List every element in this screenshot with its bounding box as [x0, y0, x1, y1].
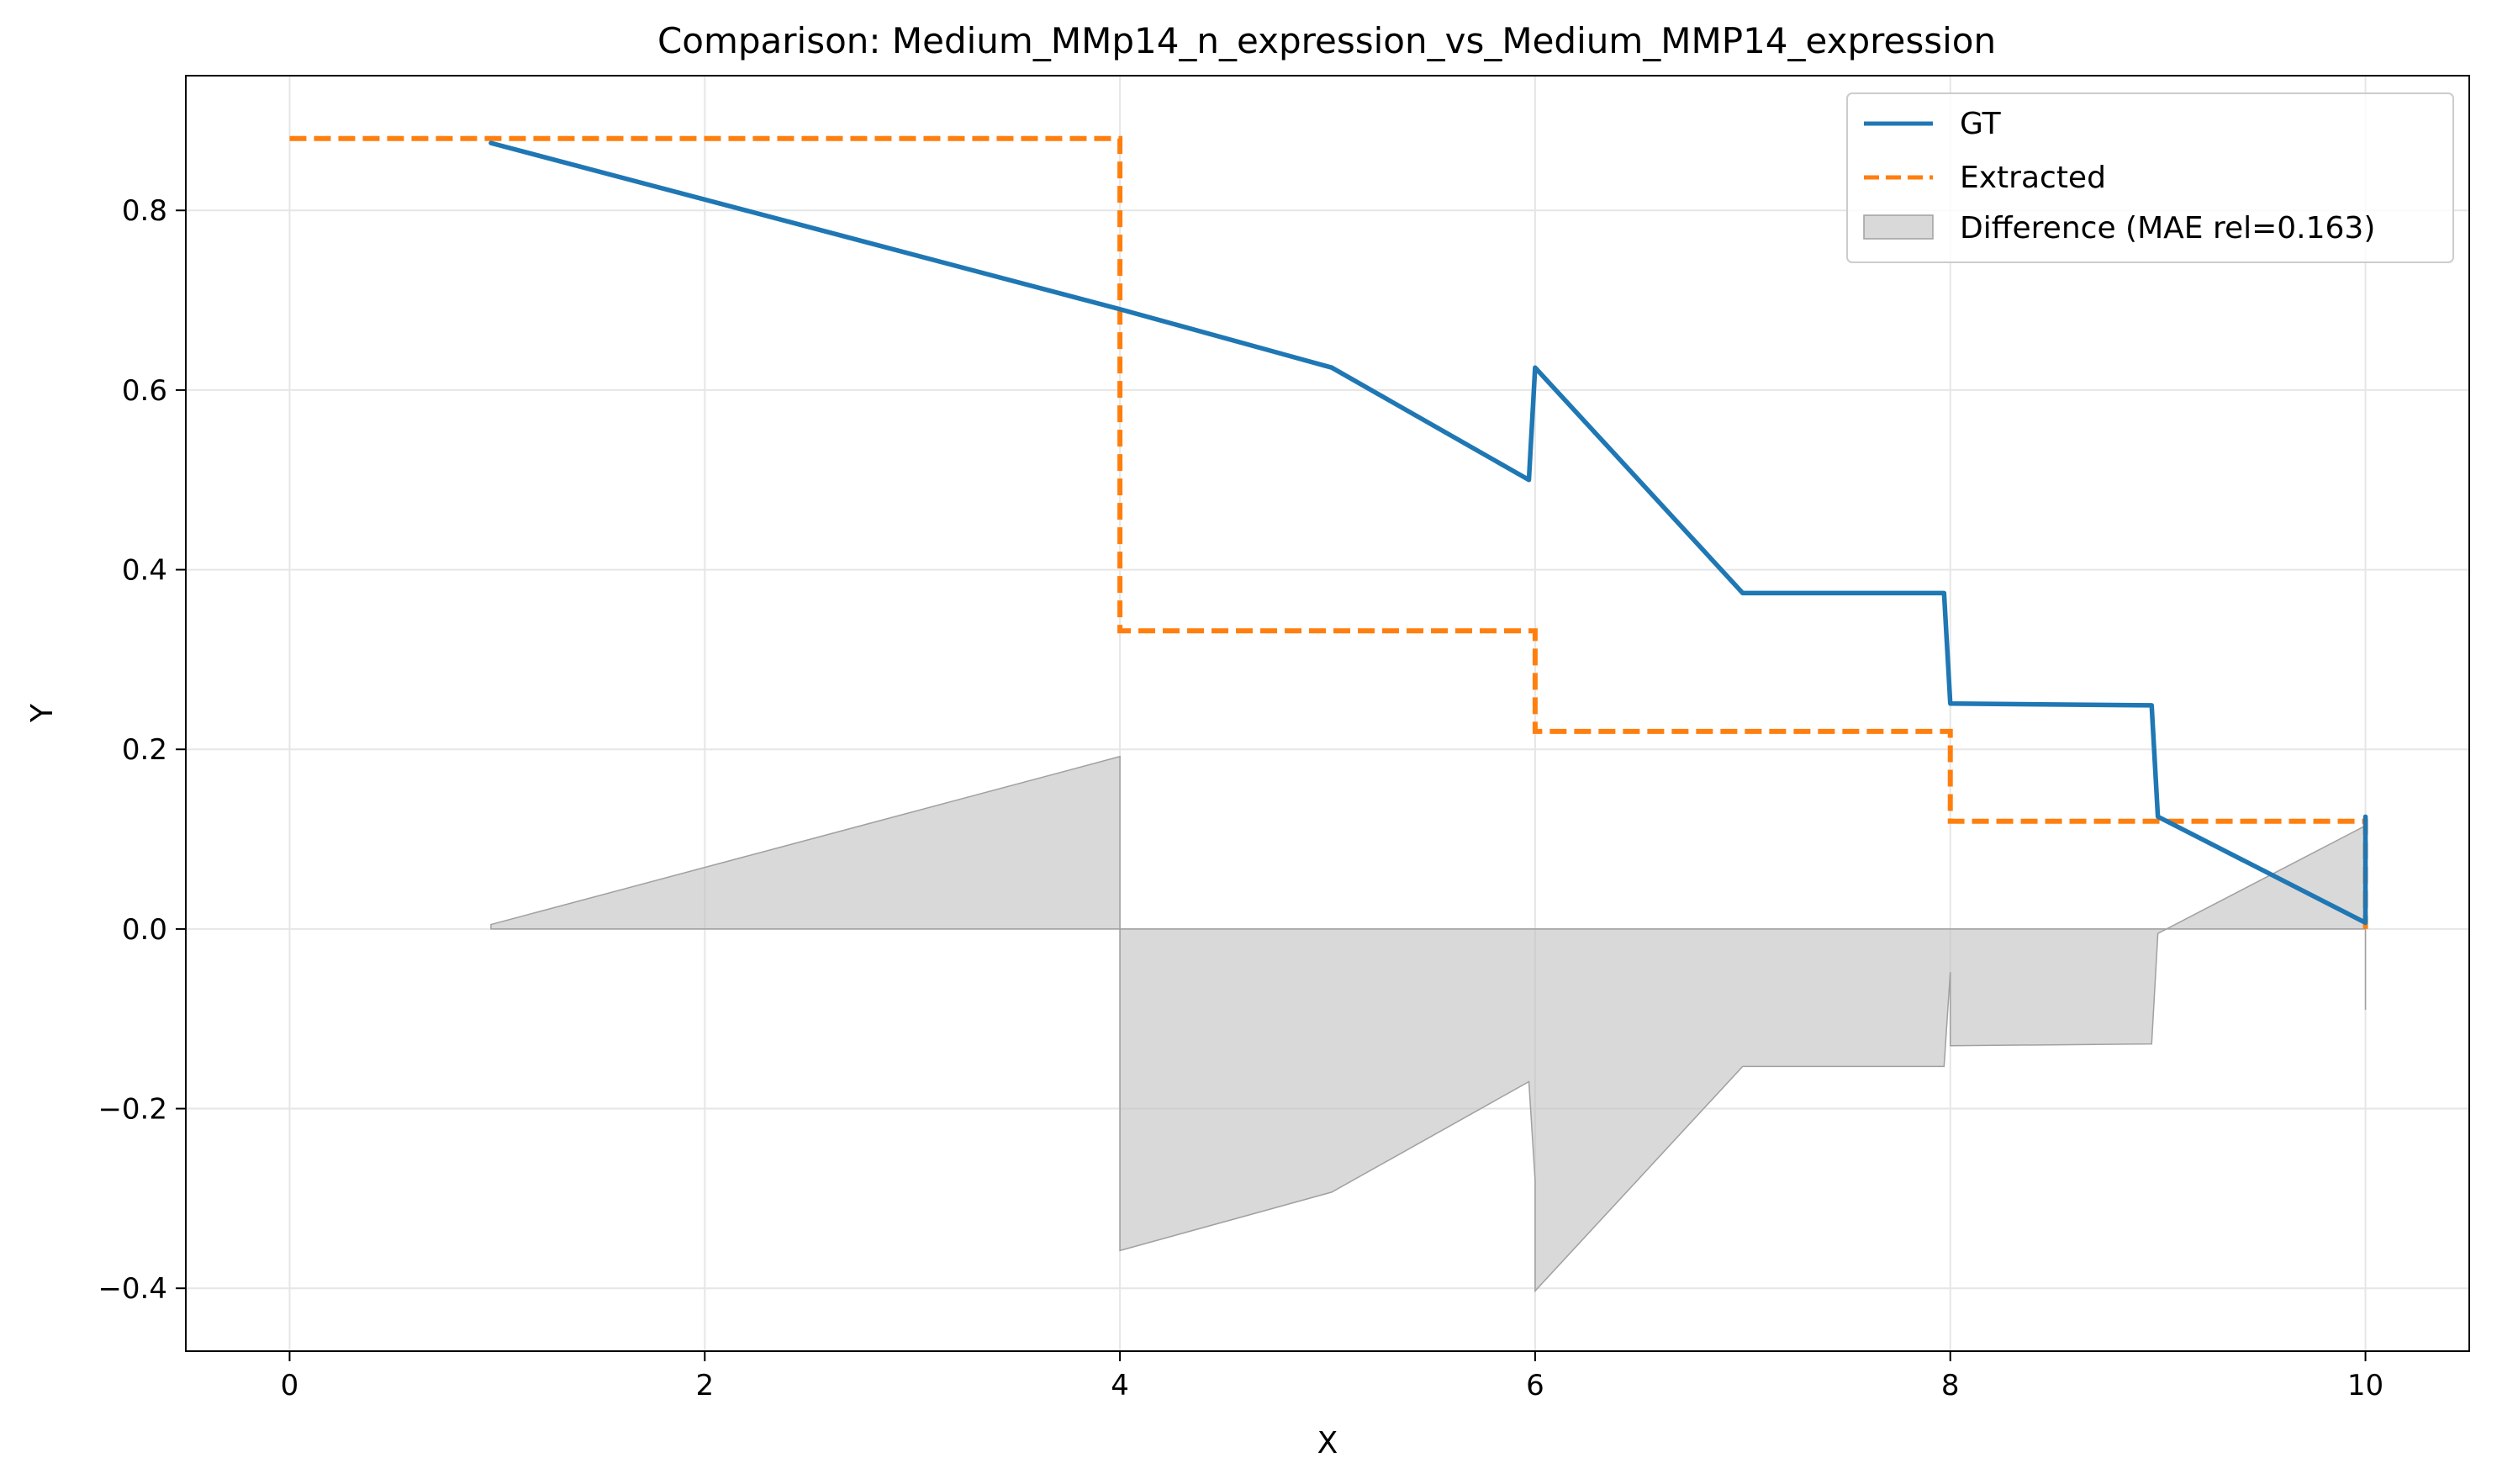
legend-gt-label: GT	[1960, 107, 2002, 141]
x-tick-label: 8	[1941, 1369, 1960, 1402]
legend-difference-label: Difference (MAE rel=0.163)	[1960, 211, 2375, 246]
x-tick-label: 4	[1111, 1369, 1129, 1402]
ticks: 0 2 4 6 8 10 −0.4 −0.2 0.0 0.2 0.4 0.6 0.8	[98, 194, 2384, 1402]
y-tick-label: 0.2	[122, 733, 167, 767]
y-tick-label: 0.6	[122, 374, 167, 408]
gt-line	[488, 140, 2368, 926]
x-tick-label: 0	[281, 1369, 299, 1402]
y-tick-label: −0.2	[98, 1093, 167, 1127]
legend-box	[1846, 92, 2454, 263]
difference-area-layer	[490, 755, 2367, 1293]
series-layer	[289, 135, 2368, 929]
x-tick-label: 2	[695, 1369, 714, 1402]
x-axis-label: X	[1317, 1426, 1338, 1460]
legend-extracted-label: Extracted	[1960, 161, 2106, 195]
y-tick-label: 0.8	[122, 194, 167, 228]
x-tick-label: 10	[2347, 1369, 2384, 1402]
x-tick-label: 6	[1526, 1369, 1544, 1402]
legend: GT Extracted Difference (MAE rel=0.163)	[1846, 92, 2454, 263]
chart-title: Comparison: Medium_MMp14_n_expression_vs…	[657, 20, 1996, 61]
extracted-line	[289, 135, 2368, 929]
y-tick-label: 0.4	[122, 554, 167, 588]
legend-difference-swatch	[1863, 214, 1934, 240]
y-tick-label: 0.0	[122, 913, 167, 947]
y-axis-label: Y	[25, 703, 60, 723]
plot-frame	[185, 75, 2470, 1352]
y-tick-label: −0.4	[98, 1272, 167, 1306]
difference-area	[490, 755, 2367, 1293]
